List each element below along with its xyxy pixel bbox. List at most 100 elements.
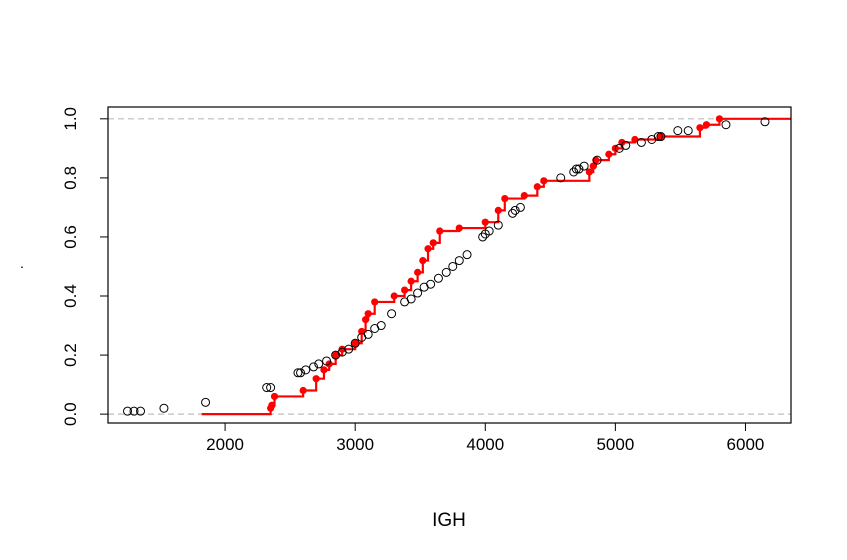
step-point [419,256,427,265]
step-point [501,194,509,203]
y-axis: 0.0 0.2 0.4 0.6 0.8 1.0 [61,107,108,426]
step-line [201,117,791,416]
data-point [592,155,602,165]
data-point [653,132,663,142]
step-point [268,401,276,409]
data-point [510,205,520,215]
step-point [540,177,548,185]
x-tick-label: 3000 [336,435,374,454]
data-point [309,362,319,372]
y-tick-label: 0.4 [61,284,80,308]
empirical-points [123,117,770,416]
step-point [585,168,593,176]
data-point [571,164,581,174]
data-point [579,161,589,171]
data-point [673,126,683,136]
step-point [414,268,422,276]
step-point [605,150,613,158]
data-point [363,329,373,339]
y-tick-label: 0.0 [61,402,80,426]
data-point [293,368,303,378]
data-point [426,279,436,289]
step-point [592,156,600,164]
data-point [376,321,386,331]
data-point [129,406,139,416]
data-point [123,406,133,416]
data-point [350,338,360,348]
data-point [683,126,693,136]
step-point [338,345,346,353]
data-point [721,120,731,130]
step-point [520,191,528,200]
data-point [656,132,666,142]
data-point [314,359,324,369]
y-tick-label: 0.2 [61,343,80,367]
step-point [715,115,724,123]
step-point [424,245,432,253]
step-point [702,121,711,129]
data-point [441,267,451,277]
step-point [320,366,328,374]
y-tick-label: 1.0 [61,107,80,131]
data-point [636,137,646,147]
step-point [299,386,307,395]
step-point [481,218,489,226]
data-point [159,403,169,413]
y-tick-label: 0.8 [61,166,80,190]
x-tick-label: 4000 [466,435,504,454]
data-point [556,173,566,183]
step-point [436,227,444,235]
data-point [515,202,525,212]
data-point [433,273,443,283]
x-axis: 2000 3000 4000 5000 6000 [206,423,764,454]
data-point [262,383,272,393]
step-point [351,339,359,347]
step-point [494,206,502,214]
x-axis-label: IGH [432,510,466,531]
step-point [589,162,597,170]
step-point [390,292,398,300]
data-point [136,406,146,416]
data-point [760,117,770,127]
data-point [484,226,494,236]
data-point [322,356,332,366]
data-point [344,344,354,354]
data-point [387,309,397,319]
reference-lines [108,118,791,415]
step-point [533,183,541,191]
step-point [270,392,279,401]
plot-frame [107,106,792,424]
step-point [312,375,320,383]
step-point [364,310,372,318]
step-point [455,224,463,232]
step-point [631,135,639,144]
y-tick-label: 0.6 [61,225,80,249]
data-point [266,383,276,393]
step-point [429,239,437,247]
data-point [569,167,579,177]
data-point [201,397,211,407]
x-tick-label: 6000 [727,435,765,454]
step-point [407,277,415,285]
data-point [296,368,306,378]
step-point [371,298,379,306]
data-point [508,208,518,218]
data-point [301,365,311,375]
step-point [696,124,704,132]
step-point [332,351,340,359]
y-axis-label: . [20,255,24,271]
step-series [201,115,791,416]
data-point [413,288,423,298]
data-point [493,220,503,230]
data-point [621,140,631,150]
data-point [454,256,464,266]
x-tick-label: 5000 [596,435,634,454]
step-point [361,316,370,324]
x-tick-label: 2000 [206,435,244,454]
data-point [478,232,488,242]
step-point [657,132,665,141]
data-point [462,250,472,260]
data-point [448,261,458,271]
data-point [574,164,584,174]
